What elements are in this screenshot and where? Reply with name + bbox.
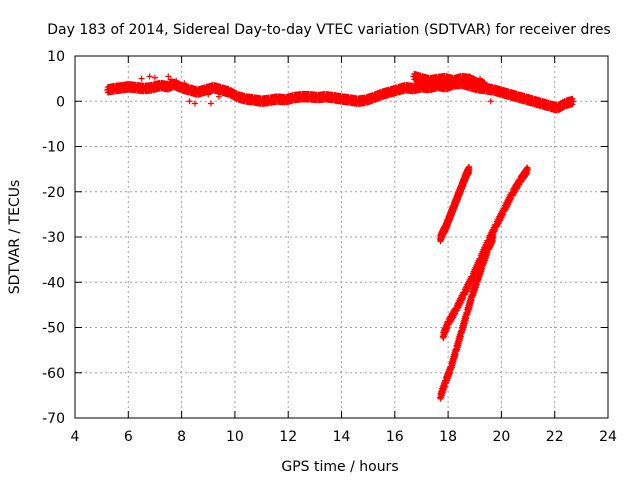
data-point-main-band [570,98,577,105]
data-point-scattered-outliers [207,100,214,107]
x-tick-label: 8 [177,429,186,445]
y-tick-label: -20 [42,185,65,201]
data-point-scattered-outliers [173,77,180,84]
x-tick-label: 6 [124,429,133,445]
data-point-scattered-outliers [165,73,172,80]
data-point-lower-line [490,234,497,240]
x-tick-label: 18 [439,429,457,445]
y-tick-label: -10 [42,140,65,156]
y-tick-label: 10 [47,49,65,65]
data-point-scattered-outliers [221,85,228,92]
x-tick-label: 12 [279,429,297,445]
data-point-steep-line [466,166,473,173]
axes-layer: 4 6 8 10 12 14 16 18 20 22 24 10 0 -10 -20 -30 -40 -50 -60… [42,49,617,445]
data-point-scattered-outliers [181,80,188,87]
y-tick-label: -40 [42,275,65,291]
data-point-scattered-outliers [466,73,473,80]
data-point-scattered-outliers [138,75,145,82]
data-point-scattered-outliers [167,76,174,83]
x-tick-label: 20 [492,429,510,445]
chart-title: Day 183 of 2014, Sidereal Day-to-day VTE… [47,22,610,38]
data-point-scattered-outliers [215,93,222,100]
data-point-scattered-outliers [205,91,212,98]
y-tick-label: -30 [42,230,65,246]
data-point-scattered-outliers [191,100,198,107]
x-tick-label: 4 [71,429,80,445]
x-tick-label: 14 [333,429,351,445]
data-fill-middle-line [524,167,531,174]
data-point-scattered-outliers [487,98,494,105]
x-tick-label: 24 [599,429,617,445]
y-axis-label: SDTVAR / TECUs [7,180,23,295]
data-point-middle-line [525,166,532,173]
data-point-upper-band [482,82,489,89]
x-tick-label: 16 [386,429,404,445]
data-point-scattered-outliers [146,73,153,80]
x-tick-label: 10 [226,429,244,445]
data-point-scattered-outliers [151,74,158,81]
data-layer [103,70,577,402]
x-axis-label: GPS time / hours [281,459,398,475]
y-tick-label: -60 [42,366,65,382]
y-tick-label: -70 [42,411,65,427]
y-tick-label: 0 [56,94,65,110]
x-tick-label: 22 [546,429,564,445]
data-point-scattered-outliers [199,86,206,93]
data-point-scattered-outliers [186,98,193,105]
data-point-scattered-outliers [477,75,484,82]
y-tick-label: -50 [42,321,65,337]
